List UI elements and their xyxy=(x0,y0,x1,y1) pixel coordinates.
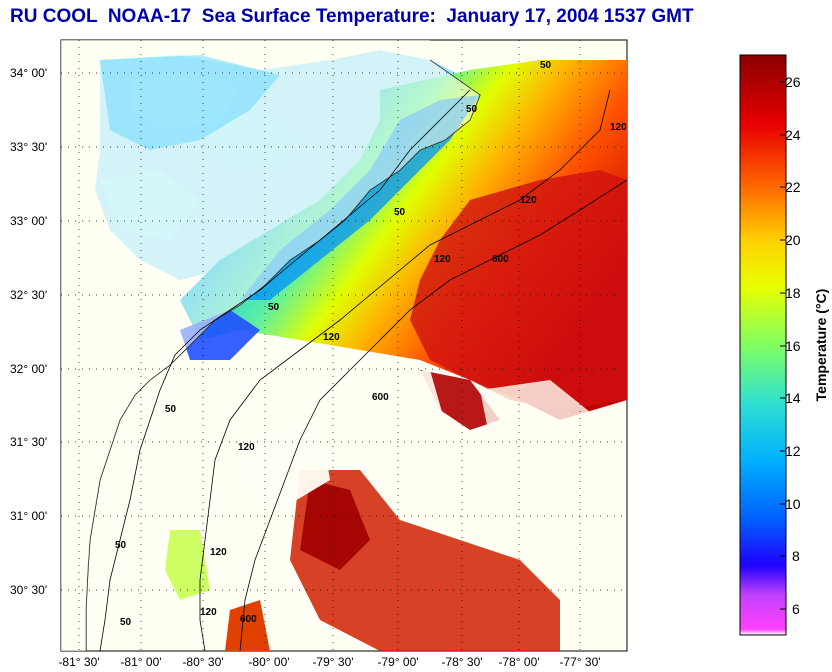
lat-tick-label: 31° 00' xyxy=(10,509,47,523)
lon-tick-label: -80° 00' xyxy=(248,655,289,669)
colorbar-tick-label: 22 xyxy=(785,179,801,195)
isobath-120 xyxy=(199,89,611,651)
colorbar-tick-marks xyxy=(780,81,786,610)
contour-label: 50 xyxy=(268,302,280,313)
lon-tick-label: -78° 00' xyxy=(498,655,539,669)
colorbar-tick-label: 6 xyxy=(792,601,800,617)
contour-label: 600 xyxy=(240,614,257,625)
contour-label: 50 xyxy=(120,617,132,628)
contour-label: 600 xyxy=(492,254,509,265)
lon-tick-label: -78° 30' xyxy=(441,655,482,669)
contour-label: 120 xyxy=(434,254,451,265)
lon-tick-label: -80° 30' xyxy=(182,655,223,669)
contour-label: 120 xyxy=(238,442,255,453)
lon-tick-label: -79° 30' xyxy=(312,655,353,669)
contour-label: 50 xyxy=(115,540,127,551)
lon-tick-label: -77° 30' xyxy=(559,655,600,669)
lon-tick-label: -81° 00' xyxy=(120,655,161,669)
lat-tick-label: 33° 00' xyxy=(10,214,47,228)
latitude-axis: 34° 00' 33° 30' 33° 00' 32° 30' 32° 00' … xyxy=(10,66,47,597)
isobath-600 xyxy=(239,179,627,651)
colorbar-title: Temperature (°C) xyxy=(813,289,829,402)
contour-label: 600 xyxy=(372,392,389,403)
colorbar-tick-label: 8 xyxy=(792,548,800,564)
contour-label: 120 xyxy=(210,547,227,558)
colorbar xyxy=(739,54,787,636)
colorbar-tick-label: 20 xyxy=(785,232,801,248)
colorbar-tick-label: 26 xyxy=(785,74,801,90)
colorbar-tick-label: 16 xyxy=(785,338,801,354)
colorbar-tick-label: 14 xyxy=(785,390,801,406)
contour-labels: 50 50 50 50 50 50 50 120 120 120 120 120… xyxy=(115,60,627,628)
map-title: RU COOL NOAA-17 Sea Surface Temperature:… xyxy=(10,6,694,27)
contour-label: 120 xyxy=(200,607,217,618)
colorbar-tick-label: 10 xyxy=(785,496,801,512)
contour-label: 50 xyxy=(165,404,177,415)
lon-tick-label: -79° 00' xyxy=(377,655,418,669)
lat-tick-label: 31° 30' xyxy=(10,435,47,449)
contour-label: 50 xyxy=(466,104,478,115)
warm-core xyxy=(410,170,627,410)
contour-label: 120 xyxy=(610,122,627,133)
contour-label: 50 xyxy=(394,207,406,218)
colorbar-ticks: 6 8 10 12 14 16 18 20 22 24 26 xyxy=(785,74,801,617)
colorbar-tick-label: 18 xyxy=(785,285,801,301)
colorbar-tick-label: 12 xyxy=(785,443,801,459)
isobath-50 xyxy=(99,89,471,651)
lat-tick-label: 34° 00' xyxy=(10,66,47,80)
sst-field xyxy=(61,40,627,651)
contour-label: 120 xyxy=(323,332,340,343)
contour-label: 50 xyxy=(540,60,552,71)
lat-tick-label: 32° 00' xyxy=(10,362,47,376)
lat-tick-label: 32° 30' xyxy=(10,288,47,302)
longitude-axis: -81° 30' -81° 00' -80° 30' -80° 00' -79°… xyxy=(58,655,600,669)
lon-tick-label: -81° 30' xyxy=(58,655,99,669)
lat-tick-label: 33° 30' xyxy=(10,140,47,154)
contour-label: 120 xyxy=(520,195,537,206)
lat-tick-label: 30° 30' xyxy=(10,583,47,597)
colorbar-tick-label: 24 xyxy=(785,127,801,143)
land xyxy=(61,40,480,651)
